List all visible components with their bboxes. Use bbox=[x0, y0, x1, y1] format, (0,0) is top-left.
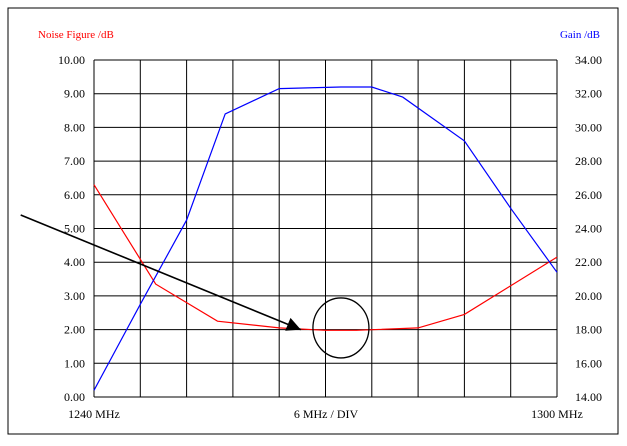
right-axis-title: Gain /dB bbox=[560, 29, 600, 41]
right-tick-label: 14.00 bbox=[575, 390, 602, 404]
grid bbox=[93, 59, 558, 398]
x-end-label: 1300 MHz bbox=[531, 407, 583, 421]
noise-figure-line bbox=[93, 184, 558, 331]
left-tick-label: 0.00 bbox=[64, 390, 85, 404]
left-axis-title: Noise Figure /dB bbox=[38, 29, 114, 41]
left-tick-label: 6.00 bbox=[64, 188, 85, 202]
annotation-arrow-line bbox=[20, 214, 302, 331]
right-tick-label: 16.00 bbox=[575, 356, 602, 370]
right-tick-label: 30.00 bbox=[575, 120, 602, 134]
series-group bbox=[93, 86, 558, 391]
left-tick-label: 5.00 bbox=[64, 222, 85, 236]
left-tick-label: 2.00 bbox=[64, 323, 85, 337]
right-tick-label: 32.00 bbox=[575, 87, 602, 101]
left-tick-label: 1.00 bbox=[64, 356, 85, 370]
left-tick-label: 7.00 bbox=[64, 154, 85, 168]
left-tick-label: 8.00 bbox=[64, 120, 85, 134]
annotation-arrowhead bbox=[285, 317, 301, 331]
right-tick-label: 20.00 bbox=[575, 289, 602, 303]
left-tick-label: 3.00 bbox=[64, 289, 85, 303]
right-tick-label: 22.00 bbox=[575, 255, 602, 269]
left-axis-ticks: 10.00 9.00 8.00 7.00 6.00 5.00 4.00 3.00 2.00 1.0… bbox=[58, 53, 85, 404]
x-start-label: 1240 MHz bbox=[68, 407, 120, 421]
left-tick-label: 4.00 bbox=[64, 255, 85, 269]
left-tick-label: 9.00 bbox=[64, 87, 85, 101]
right-tick-label: 28.00 bbox=[575, 154, 602, 168]
right-tick-label: 26.00 bbox=[575, 188, 602, 202]
annotation bbox=[20, 214, 370, 359]
right-tick-label: 18.00 bbox=[575, 323, 602, 337]
right-axis-ticks: 34.00 32.00 30.00 28.00 26.00 24.00 22.00 20.00… bbox=[575, 53, 602, 404]
right-tick-label: 24.00 bbox=[575, 222, 602, 236]
gain-line bbox=[93, 86, 558, 391]
annotation-circle bbox=[312, 297, 370, 359]
left-tick-label: 10.00 bbox=[58, 53, 85, 67]
x-div-label: 6 MHz / DIV bbox=[294, 407, 359, 421]
right-tick-label: 34.00 bbox=[575, 53, 602, 67]
chart-border bbox=[7, 7, 619, 435]
